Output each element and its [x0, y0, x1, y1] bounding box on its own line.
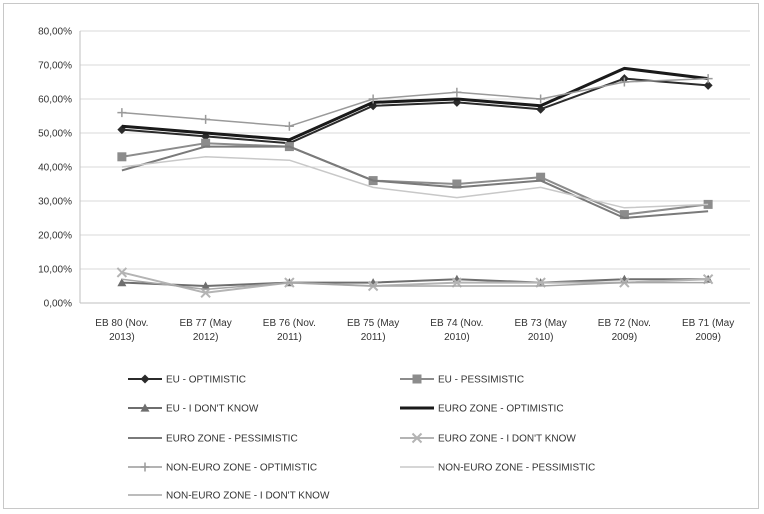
gridlines	[79, 30, 750, 304]
chart-frame	[3, 3, 759, 509]
series-line	[121, 66, 709, 142]
x-tick-label: EB 80 (Nov.	[95, 318, 148, 329]
data-point	[536, 94, 546, 104]
x-tick-label: 2011)	[361, 332, 386, 343]
data-point	[452, 179, 462, 189]
series-5	[121, 145, 709, 219]
legend-label: NON-EURO ZONE - OPTIMISTIC	[166, 463, 317, 474]
data-point	[117, 278, 127, 287]
legend-label: EURO ZONE - I DON'T KNOW	[438, 434, 576, 445]
x-tick-label: EB 75 (May	[347, 318, 399, 329]
y-tick-label: 0,00%	[44, 299, 72, 310]
data-point	[368, 94, 378, 104]
series-line	[121, 145, 709, 219]
data-point	[703, 199, 713, 209]
legend-item: EURO ZONE - PESSIMISTIC	[128, 434, 298, 445]
x-tick-label: EB 76 (Nov.	[263, 318, 316, 329]
data-point	[703, 80, 713, 90]
x-tick-label: EB 74 (Nov.	[430, 318, 483, 329]
data-point	[284, 121, 294, 131]
data-point	[452, 87, 462, 97]
legend-item: EU - OPTIMISTIC	[128, 374, 246, 386]
series-1	[117, 74, 713, 148]
series-lines	[116, 66, 714, 299]
series-8	[121, 156, 709, 209]
legend-item: EURO ZONE - I DON'T KNOW	[400, 432, 576, 445]
legend-item: EU - I DON'T KNOW	[128, 403, 259, 415]
data-point	[536, 172, 546, 182]
x-tick-label: 2009)	[695, 332, 721, 343]
legend-label: EU - PESSIMISTIC	[438, 375, 524, 386]
legend-item: EURO ZONE - OPTIMISTIC	[400, 404, 564, 415]
legend: EU - OPTIMISTIC EU - PESSIMISTIC EU - I DO…	[128, 374, 595, 502]
y-tick-label: 40,00%	[38, 163, 72, 174]
series-line	[121, 77, 709, 127]
x-tick-label: 2013)	[109, 332, 135, 343]
legend-label: NON-EURO ZONE - I DON'T KNOW	[166, 491, 330, 502]
data-point	[411, 432, 423, 444]
series-4	[121, 66, 709, 142]
series-line	[121, 77, 709, 145]
y-axis-ticks: 0,00% 10,00% 20,00% 30,00% 40,00% 50,00% 60,00…	[38, 27, 72, 310]
series-line	[121, 142, 709, 216]
data-point	[117, 108, 127, 118]
legend-label: EU - OPTIMISTIC	[166, 375, 246, 386]
data-point	[201, 138, 211, 148]
x-axis-ticks: EB 80 (Nov. 2013) EB 77 (May 2012) EB 76 (No…	[95, 318, 734, 343]
y-tick-label: 60,00%	[38, 95, 72, 106]
data-point	[140, 374, 150, 384]
legend-item: NON-EURO ZONE - PESSIMISTIC	[400, 463, 595, 474]
series-line	[121, 278, 709, 287]
legend-label: EURO ZONE - OPTIMISTIC	[438, 404, 564, 415]
data-point	[619, 77, 629, 87]
x-tick-label: 2011)	[277, 332, 302, 343]
x-tick-label: EB 73 (May	[515, 318, 567, 329]
data-point	[619, 210, 629, 220]
x-tick-label: EB 77 (May	[180, 318, 232, 329]
x-tick-label: 2010)	[444, 332, 470, 343]
series-9	[121, 278, 709, 291]
y-tick-label: 50,00%	[38, 129, 72, 140]
legend-label: EU - I DON'T KNOW	[166, 404, 259, 415]
y-tick-label: 20,00%	[38, 231, 72, 242]
legend-item: NON-EURO ZONE - OPTIMISTIC	[128, 462, 317, 474]
legend-label: EURO ZONE - PESSIMISTIC	[166, 434, 298, 445]
data-point	[140, 403, 150, 412]
y-tick-label: 80,00%	[38, 27, 72, 38]
y-tick-label: 30,00%	[38, 197, 72, 208]
data-point	[117, 152, 127, 162]
series-line	[121, 156, 709, 209]
data-point	[201, 281, 211, 290]
data-point	[116, 267, 128, 278]
data-point	[201, 114, 211, 124]
x-tick-label: EB 72 (Nov.	[598, 318, 651, 329]
x-tick-label: 2010)	[528, 332, 554, 343]
x-tick-label: 2012)	[193, 332, 219, 343]
series-7	[117, 74, 713, 131]
x-tick-label: EB 71 (May	[682, 318, 734, 329]
y-tick-label: 70,00%	[38, 61, 72, 72]
y-tick-label: 10,00%	[38, 265, 72, 276]
series-line	[121, 278, 709, 291]
legend-label: NON-EURO ZONE - PESSIMISTIC	[438, 463, 595, 474]
legend-item: NON-EURO ZONE - I DON'T KNOW	[128, 491, 330, 502]
data-point	[117, 125, 127, 135]
x-tick-label: 2009)	[612, 332, 638, 343]
data-point	[703, 74, 713, 84]
data-point	[140, 462, 150, 472]
legend-item: EU - PESSIMISTIC	[400, 374, 524, 386]
data-point	[412, 374, 422, 384]
